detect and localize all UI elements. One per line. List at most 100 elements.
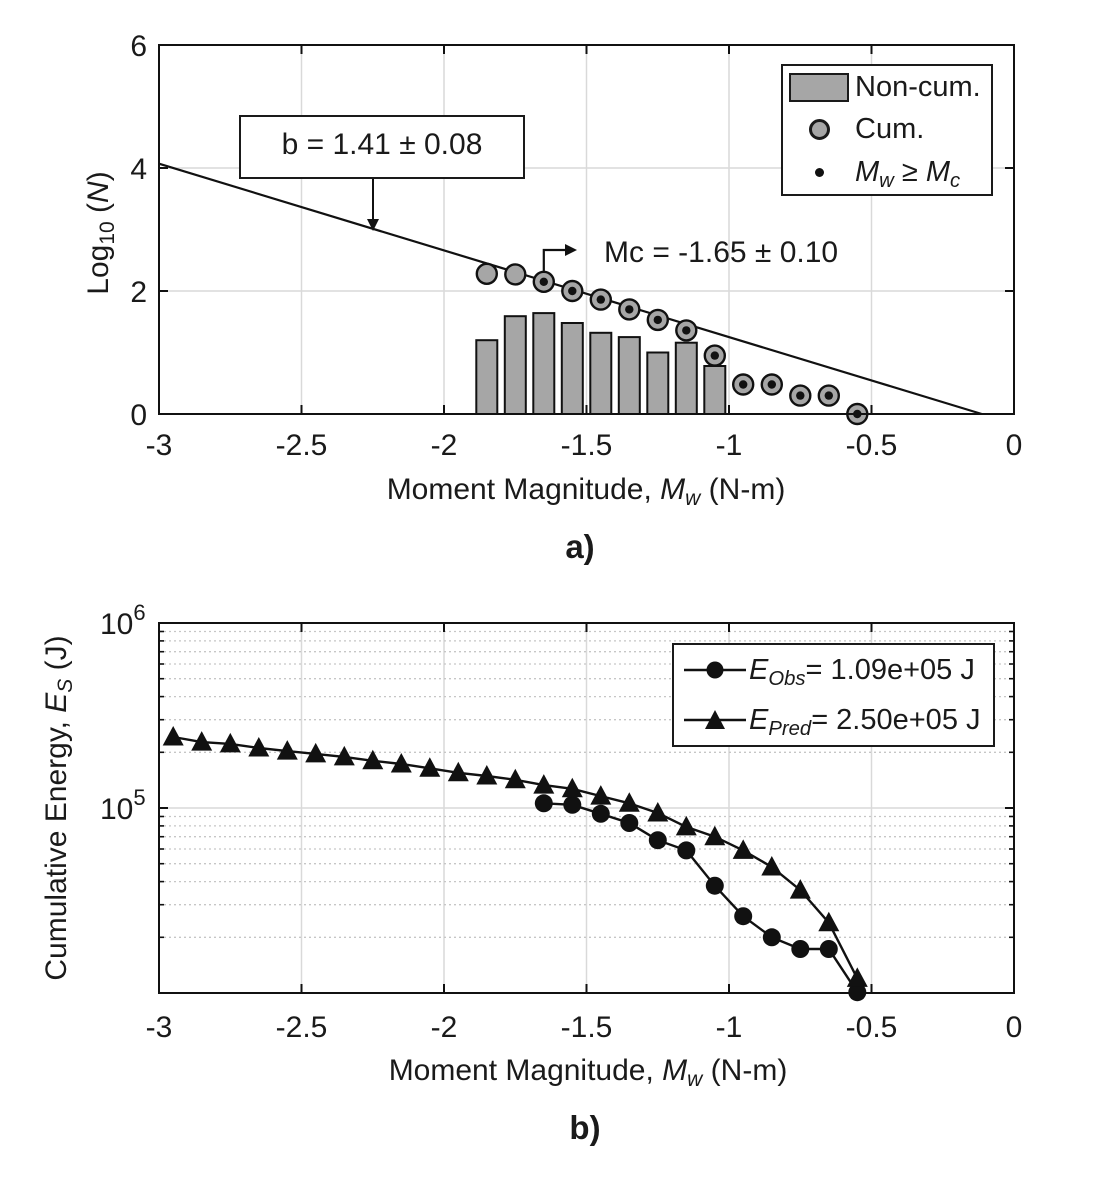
noncum-bar — [475, 339, 499, 416]
E_Pred-point — [590, 785, 612, 805]
noncum-bar — [646, 351, 670, 415]
a-y-tick-label: 2 — [130, 276, 147, 309]
legend-b-obs-row: EObs= 1.09e+05 J — [674, 653, 993, 690]
mc-dot — [767, 380, 776, 389]
cum-point — [475, 262, 498, 285]
mc-dot — [653, 315, 662, 325]
E_Pred-point — [276, 740, 298, 760]
E_Obs-point — [762, 928, 781, 947]
E_Pred-point — [732, 839, 754, 859]
legend-a-noncum-row: Non-cum. — [783, 71, 991, 104]
E_Pred-point — [219, 732, 241, 753]
noncum-bar — [617, 336, 641, 416]
noncum-swatch-icon — [789, 72, 849, 102]
mc-dot — [824, 391, 833, 400]
legend-a-noncum-label: Non-cum. — [855, 70, 981, 103]
noncum-bar — [503, 315, 527, 416]
E_Pred-point — [533, 774, 555, 794]
E_Pred-point — [789, 879, 811, 899]
a-x-tick-label: 0 — [1006, 429, 1023, 462]
E_Obs-point — [705, 876, 724, 895]
mc-annotation-connector — [542, 248, 565, 271]
legend-a-mc-row: Mw ≥ Mc — [783, 156, 991, 193]
b-x-tick-label: -2.5 — [276, 1011, 328, 1044]
b-x-tick-label: -0.5 — [846, 1011, 898, 1044]
E_Pred-point — [333, 745, 355, 766]
noncum-bar — [532, 312, 556, 416]
E_Pred-point — [561, 777, 583, 798]
cum-point — [504, 263, 527, 286]
E_Obs-point — [534, 794, 553, 813]
noncum-bar — [674, 341, 698, 416]
b-value-annotation: b = 1.41 ± 0.08 — [239, 115, 525, 179]
legend-a: Non-cum. Cum. Mw ≥ Mc — [781, 64, 993, 196]
E_Obs-point — [620, 814, 639, 832]
mc-dot-marker-icon — [814, 168, 824, 178]
legend-b-pred-label: EPred= 2.50e+05 J — [749, 703, 981, 740]
a-y-tick-label: 0 — [130, 399, 147, 432]
mc-dot — [596, 295, 605, 304]
noncum-bar — [703, 365, 727, 415]
E_Pred-point — [419, 757, 441, 777]
legend-a-mc-label: Mw ≥ Mc — [855, 156, 961, 193]
mc-dot — [710, 351, 719, 360]
b-y-tick-label: 105 — [100, 785, 146, 826]
pred-line-triangle-icon — [684, 710, 746, 729]
y-axis-label-b: Cumulative Energy, ES (J) — [40, 635, 78, 981]
E_Obs-point — [734, 907, 753, 926]
E_Pred-point — [647, 802, 669, 822]
a-y-tick-label: 6 — [130, 30, 147, 63]
b-x-tick-label: -2 — [431, 1011, 458, 1044]
mc-dot — [739, 380, 748, 389]
noncum-bar — [560, 322, 584, 415]
panel-b-label: b) — [569, 1109, 601, 1146]
x-axis-label-a: Moment Magnitude, Mw (N-m) — [386, 473, 786, 511]
E_Pred-point — [818, 911, 840, 932]
E_Obs-point — [648, 831, 667, 850]
noncum-bar — [589, 331, 613, 415]
legend-b: EObs= 1.09e+05 J EPred= 2.50e+05 J — [672, 643, 995, 747]
E_Pred-point — [675, 815, 697, 836]
legend-a-cum-row: Cum. — [783, 113, 991, 146]
E_Pred-point — [476, 765, 498, 785]
E_Pred-point — [846, 967, 868, 987]
y-axis-label-a: Log10 (N) — [82, 171, 120, 295]
E_Pred-point — [447, 761, 469, 782]
E_Pred-point — [191, 731, 213, 751]
a-y-tick-label: 4 — [130, 153, 147, 186]
E_Pred-point — [162, 726, 184, 746]
a-x-tick-label: -2 — [431, 429, 458, 462]
E_Pred-point — [362, 749, 384, 770]
obs-line-circle-icon — [684, 661, 746, 679]
a-x-tick-label: -0.5 — [846, 429, 898, 462]
a-x-tick-label: -3 — [146, 429, 173, 462]
a-x-tick-label: -2.5 — [276, 429, 328, 462]
b-x-tick-label: -1.5 — [561, 1011, 613, 1044]
E_Obs-point — [819, 940, 838, 958]
mc-dot — [625, 305, 634, 314]
E_Pred-point — [248, 737, 270, 757]
E_Obs-point — [591, 804, 610, 823]
mc-dot — [568, 286, 577, 296]
E_Pred-point — [761, 856, 783, 876]
b-x-tick-label: 0 — [1006, 1011, 1023, 1044]
legend-a-cum-label: Cum. — [855, 113, 925, 146]
E_Obs-point — [791, 940, 810, 958]
b-x-tick-label: -1 — [716, 1011, 743, 1044]
E_Pred-point — [704, 825, 726, 846]
a-x-tick-label: -1.5 — [561, 429, 613, 462]
mc-value-annotation: Mc = -1.65 ± 0.10 — [604, 236, 839, 269]
a-x-tick-label: -1 — [716, 429, 743, 462]
legend-b-obs-label: EObs= 1.09e+05 J — [749, 653, 975, 690]
panel-a-label: a) — [565, 528, 595, 565]
x-axis-label-b: Moment Magnitude, Mw (N-m) — [388, 1054, 788, 1092]
mc-dot — [539, 277, 548, 286]
b-x-tick-label: -3 — [146, 1011, 173, 1044]
E_Obs-point — [677, 841, 696, 860]
E_Pred-point — [305, 742, 327, 763]
E_Obs-point — [563, 795, 582, 814]
legend-b-pred-row: EPred= 2.50e+05 J — [674, 703, 993, 740]
mc-dot — [796, 391, 805, 400]
